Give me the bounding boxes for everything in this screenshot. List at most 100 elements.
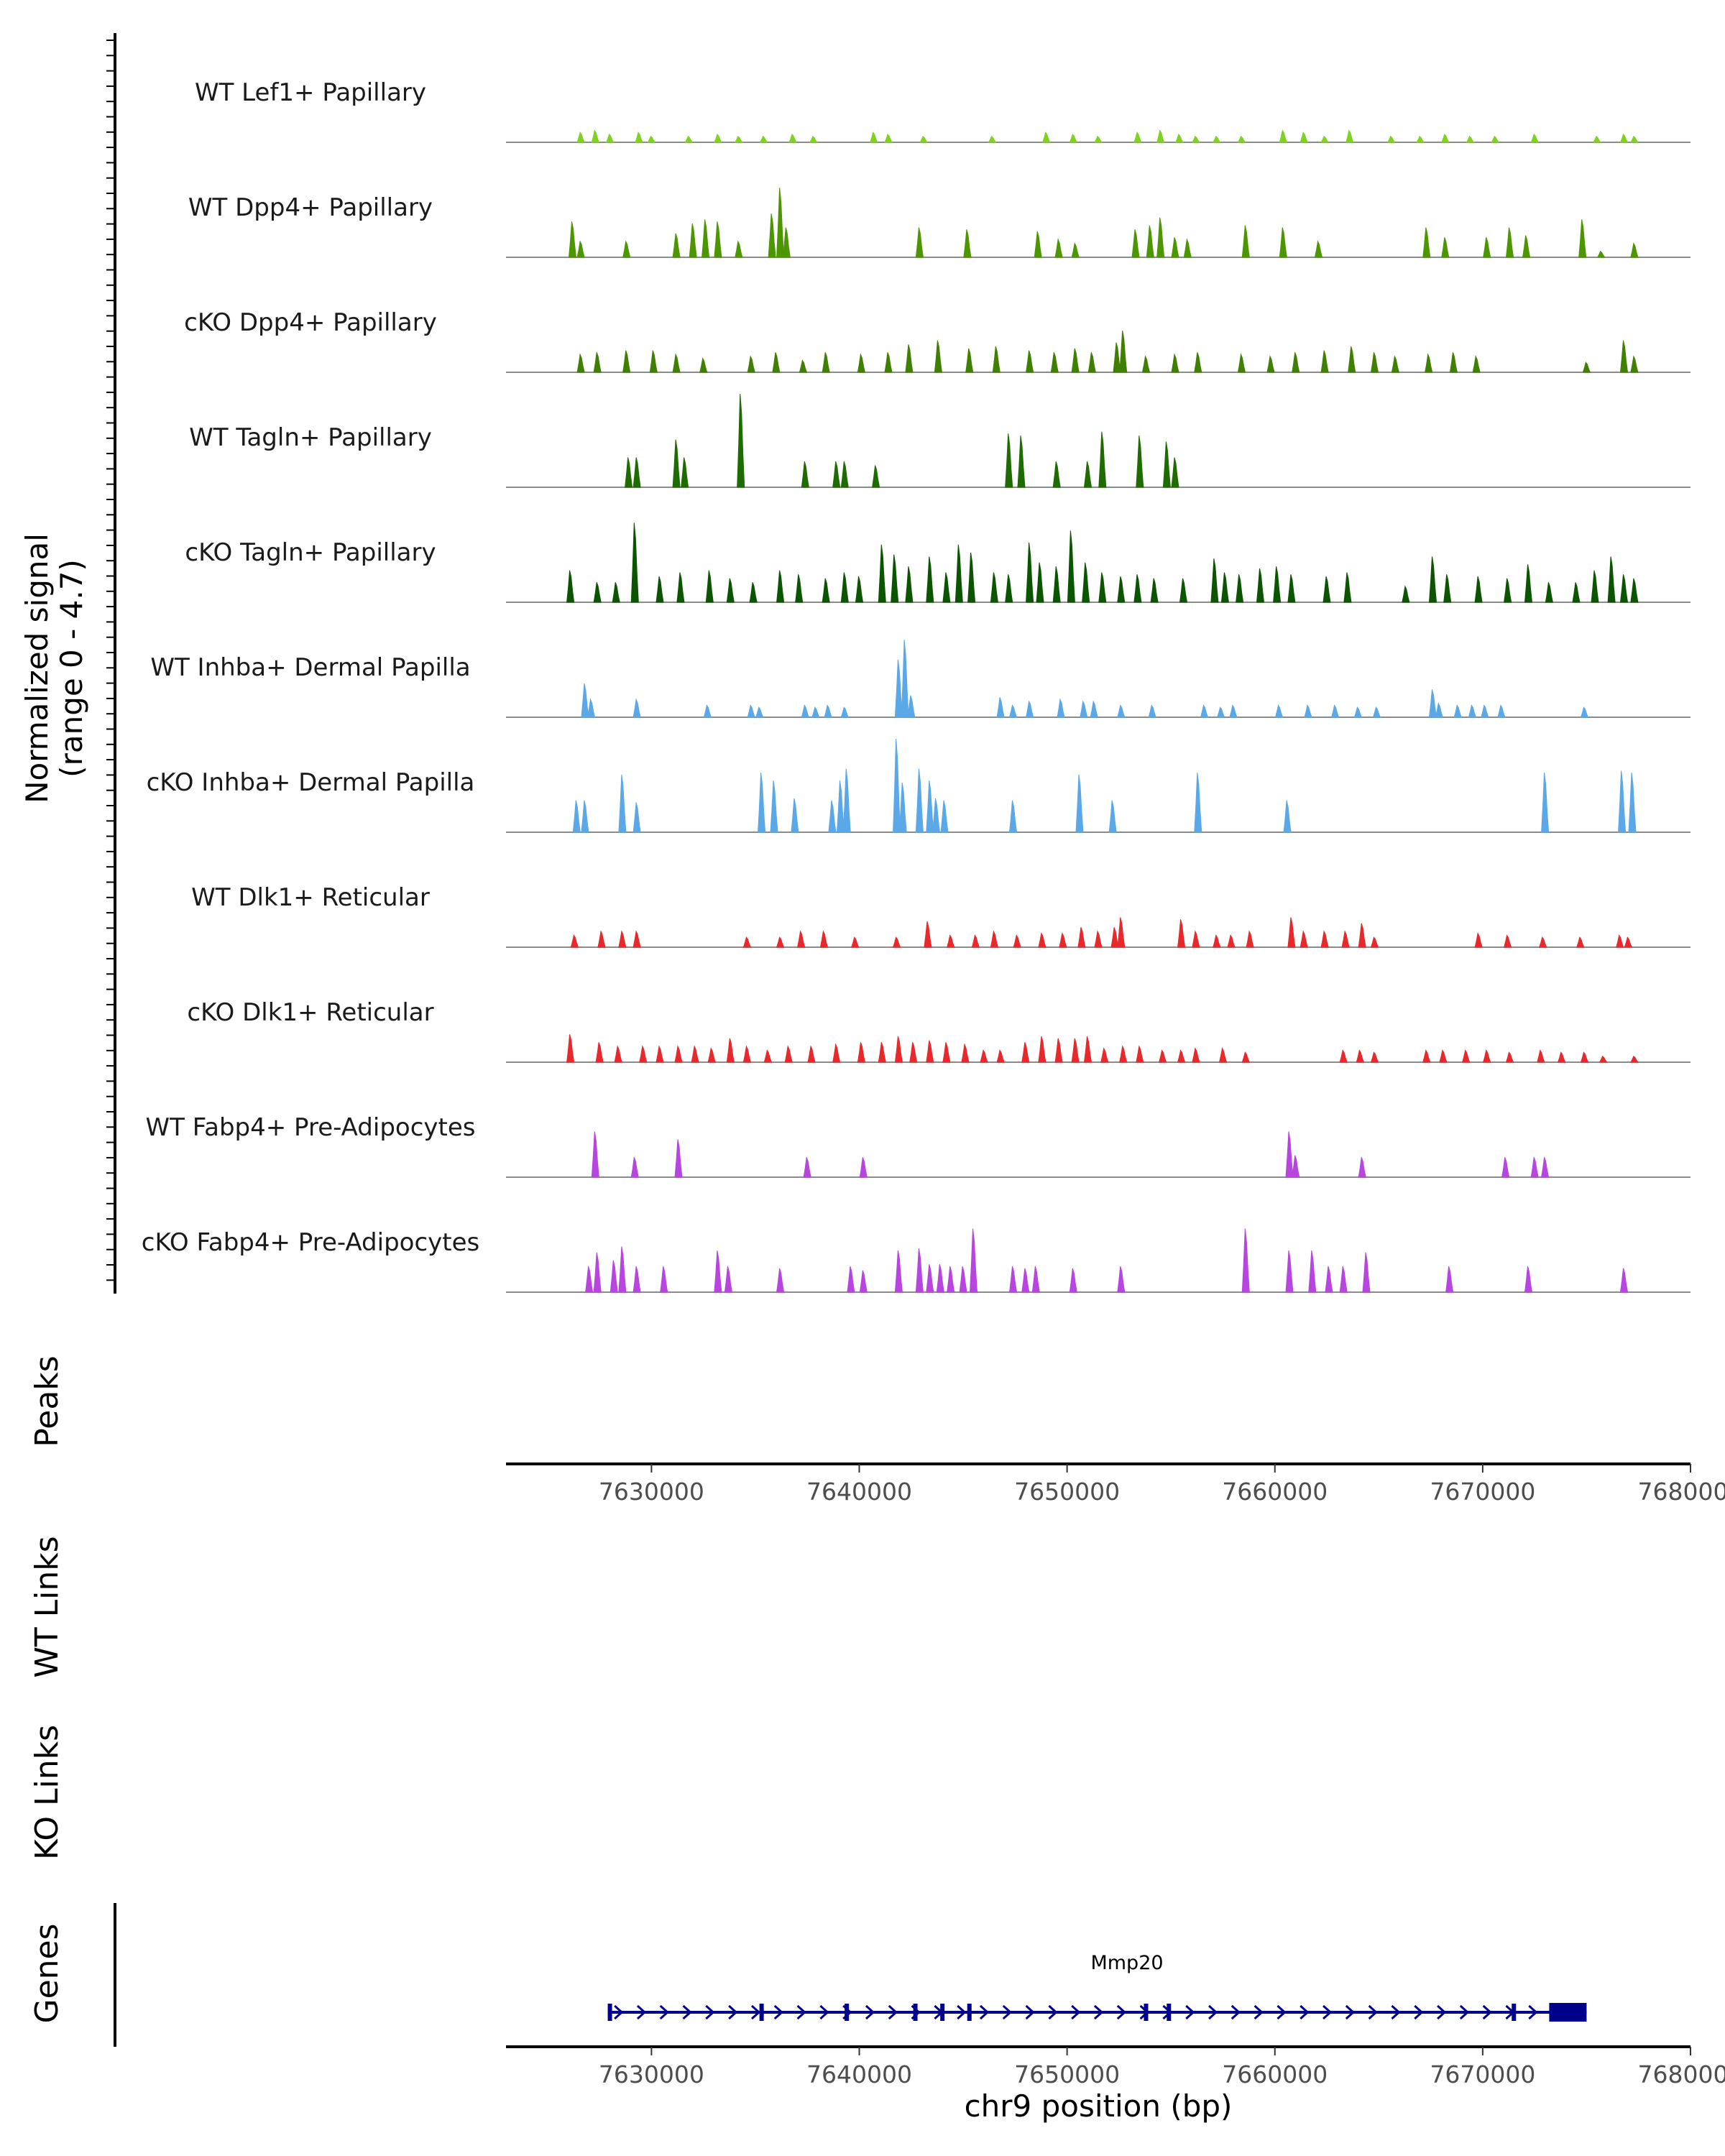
- signal-peak: [585, 1266, 594, 1293]
- track-7: cKO Inhba+ Dermal Papilla: [147, 738, 1690, 833]
- signal-peak: [1054, 1038, 1063, 1063]
- strand-arrow: [1437, 2004, 1447, 2020]
- signal-peak: [1619, 340, 1629, 373]
- signal-peak: [1100, 1047, 1109, 1063]
- strand-arrow: [1276, 2004, 1287, 2020]
- strand-arrow: [1300, 2004, 1310, 2020]
- signal-peak: [768, 213, 776, 258]
- signal-peak: [1146, 225, 1154, 258]
- signal-peak: [1031, 1266, 1040, 1293]
- signal-peak: [1591, 570, 1599, 603]
- signal-peak: [1539, 936, 1547, 948]
- strand-arrow: [1368, 2004, 1378, 2020]
- gene-exon: [967, 2004, 972, 2021]
- signal-peak: [605, 133, 615, 143]
- signal-peak: [1052, 566, 1061, 603]
- signal-peak: [1339, 1266, 1348, 1293]
- signal-peak: [1353, 706, 1363, 718]
- signal-peak: [1428, 689, 1438, 718]
- signal-peak: [570, 934, 579, 948]
- signal-peak: [714, 133, 722, 143]
- signal-peak: [932, 798, 941, 833]
- strand-arrow: [1071, 2004, 1081, 2020]
- signal-peak: [610, 1260, 618, 1293]
- signal-peak: [996, 1049, 1005, 1063]
- y-axis-title: Normalized signal (range 0 - 4.7): [19, 533, 89, 803]
- signal-peak: [1034, 231, 1042, 258]
- signal-peak: [566, 570, 575, 603]
- signal-peak: [1192, 930, 1200, 948]
- signal-peak: [1593, 135, 1601, 143]
- signal-peak: [1320, 930, 1329, 948]
- signal-peak: [1616, 934, 1624, 948]
- signal-peak: [1472, 355, 1481, 373]
- signal-peak: [1021, 1268, 1030, 1293]
- signal-peak: [776, 188, 785, 258]
- signal-peak: [1343, 572, 1352, 603]
- signal-peak: [915, 227, 924, 258]
- signal-peak: [926, 1264, 934, 1293]
- signal-peak: [971, 934, 980, 948]
- signal-peak: [1077, 927, 1086, 948]
- signal-peak: [1013, 934, 1021, 948]
- signal-peak: [857, 353, 866, 373]
- track-label: WT Dlk1+ Reticular: [191, 883, 430, 912]
- signal-peak: [1505, 1051, 1514, 1063]
- y-axis-title-line-1: Normalized signal: [19, 533, 55, 803]
- signal-peak: [1273, 566, 1282, 603]
- strand-arrow: [705, 2004, 715, 2020]
- gene-exon: [759, 2004, 764, 2021]
- signal-peak: [726, 1038, 735, 1063]
- signal-peak: [1524, 1266, 1533, 1293]
- signal-peak: [691, 1045, 699, 1063]
- signal-peak: [1094, 930, 1103, 948]
- signal-peak: [1241, 1228, 1250, 1293]
- signal-peak: [689, 223, 697, 258]
- track-label: WT Lef1+ Papillary: [195, 78, 426, 107]
- strand-arrow: [1048, 2004, 1058, 2020]
- signal-peak: [1071, 242, 1080, 258]
- strand-arrow: [1528, 2004, 1538, 2020]
- strand-arrow: [1322, 2004, 1333, 2020]
- signal-peak: [1171, 457, 1179, 488]
- signal-peak: [1080, 700, 1088, 718]
- signal-peak: [1391, 355, 1400, 373]
- track-11: cKO Fabp4+ Pre-Adipocytes: [142, 1228, 1690, 1293]
- signal-peak: [1220, 572, 1229, 603]
- signal-peak: [1522, 235, 1531, 258]
- signal-peak: [855, 576, 864, 603]
- track-label: WT Fabp4+ Pre-Adipocytes: [146, 1113, 476, 1142]
- signal-peak: [1443, 574, 1452, 603]
- signal-peak: [1370, 352, 1379, 373]
- signal-peak: [1598, 1055, 1608, 1063]
- gene-name: Mmp20: [1090, 1952, 1163, 1974]
- signal-peak: [1025, 700, 1034, 718]
- signal-peak: [967, 552, 976, 603]
- x-tick-label: 7630000: [599, 1478, 704, 1506]
- signal-peak: [1082, 562, 1090, 603]
- signal-peak: [763, 1049, 773, 1063]
- panel-label: Genes: [29, 1923, 65, 2023]
- signal-peak: [1256, 568, 1265, 603]
- signal-peak: [915, 768, 924, 833]
- signal-peak: [1210, 558, 1219, 603]
- signal-peak: [1358, 923, 1366, 948]
- signal-peak: [1341, 930, 1350, 948]
- signal-peak: [1216, 706, 1225, 718]
- track-label: cKO Inhba+ Dermal Papilla: [147, 768, 475, 797]
- strand-arrow: [1025, 2004, 1035, 2020]
- signal-peak: [926, 780, 934, 833]
- signal-peak: [1325, 1266, 1333, 1293]
- signal-peak: [1008, 704, 1018, 718]
- signal-peak: [572, 800, 581, 833]
- signal-peak: [1266, 355, 1275, 373]
- signal-peak: [593, 1252, 602, 1293]
- signal-peak: [772, 352, 781, 373]
- x-tick-label: 7640000: [806, 2060, 912, 2088]
- signal-peak: [612, 582, 620, 603]
- strand-arrow: [636, 2004, 647, 2020]
- signal-peak: [824, 704, 832, 718]
- signal-peak: [770, 780, 778, 833]
- signal-peak: [801, 704, 810, 718]
- signal-peak: [576, 353, 585, 373]
